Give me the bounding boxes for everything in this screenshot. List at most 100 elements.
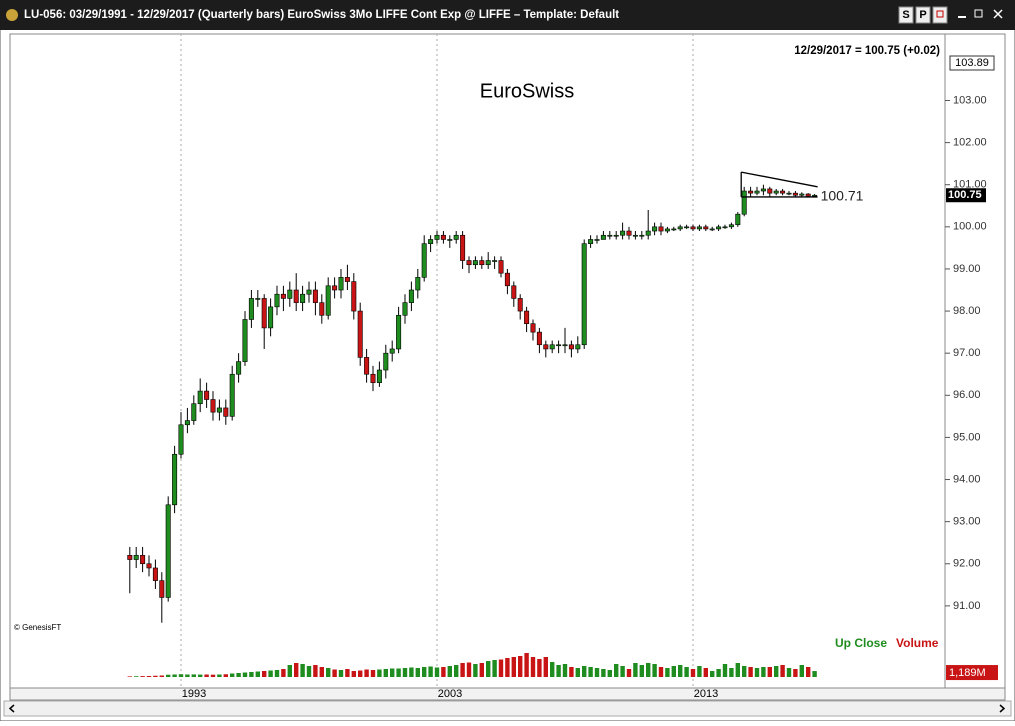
candle-body [658,226,664,232]
p-button-label[interactable]: P [919,9,926,21]
candle-body [664,228,670,232]
candle-body [504,272,510,287]
y-tick-label: 91.00 [953,600,981,612]
candle-body [773,190,779,194]
volume-bar [729,668,734,677]
candle-body [549,344,555,350]
volume-bar [146,676,152,677]
volume-bar [127,676,132,677]
candle-body [581,243,587,346]
candle-body [421,243,427,278]
volume-bar [274,670,280,677]
candle-body [428,239,434,244]
volume-bar [422,667,427,677]
volume-bar [486,661,491,677]
volume-bar [454,665,459,677]
last-volume-label: 1,189M [949,667,986,679]
y-tick-label: 103.00 [953,94,987,106]
volume-bar [697,666,702,677]
candle-body [204,390,210,400]
s-button[interactable] [898,6,914,24]
candle-body [748,190,754,194]
volume-bar [409,667,414,677]
restore-button[interactable] [974,9,983,18]
candle-body [306,289,312,295]
candle-body [344,277,350,282]
volume-bar [178,674,184,677]
candle-body [626,230,632,236]
x-axis-strip [9,687,1006,701]
scroll-right[interactable] [999,704,1006,713]
candle-body [703,226,709,230]
candle-body [127,555,133,560]
candle-body [178,424,184,455]
legend-down: Volume [896,636,939,650]
volume-bar [754,668,760,677]
p-button[interactable] [915,6,931,24]
candle-body [722,226,728,229]
candle-body [191,403,197,421]
candle-body [696,226,702,230]
candle-body [172,453,178,506]
y-tick-label: 102.00 [953,137,987,149]
volume-bar [774,666,779,677]
candle-body [440,234,446,240]
candle-body [447,239,453,241]
volume-bar [639,665,644,677]
y-tick-label: 95.00 [953,431,981,443]
x-tick-label: 2013 [694,688,718,700]
pattern-label: 100.71 [821,188,864,204]
candle-body [588,239,594,244]
last-price-box [946,188,986,203]
candle-body [498,260,504,274]
s-button-label[interactable]: S [902,9,909,21]
candle-body [780,190,786,194]
candle-body [728,224,734,228]
candle-body [389,348,395,354]
y-tick-label: 92.00 [953,558,981,570]
candle-body [594,239,600,241]
volume-bar [511,657,516,677]
candle-body [741,190,747,215]
scroll-left[interactable] [8,704,15,713]
candle-body [408,289,414,303]
volume-bar [646,663,651,677]
candle-body [236,361,242,375]
last-price-label: 100.75 [948,189,982,201]
candle-body [338,277,344,291]
volume-bar [652,664,657,677]
volume-bar [735,663,740,677]
volume-bar [159,675,164,677]
volume-bar [594,668,600,677]
candle-body [396,314,402,350]
volume-bar [294,663,299,677]
volume-bar [262,671,267,677]
candle-body [242,319,248,362]
candle-body [248,298,254,320]
volume-bar [319,667,324,677]
candle-body [530,323,536,333]
candle-body [332,285,338,291]
candle-body [485,260,491,266]
volume-bar [473,664,478,677]
candle-body [293,289,299,303]
volume-bar [134,676,139,677]
volume-bar [492,660,497,677]
y-tick-label: 97.00 [953,347,981,359]
volume-bar [332,669,337,677]
volume-bar [434,667,440,677]
candle-body [146,563,152,569]
candle-body [415,277,421,291]
detach-button[interactable] [932,6,948,24]
candle-body [690,226,696,230]
scrollbar[interactable] [3,700,1012,717]
volume-bar [479,663,484,677]
volume-bar [172,674,177,677]
volume-bar [543,657,548,677]
y-tick-label: 100.00 [953,221,987,233]
range-top-label: 103.89 [955,57,989,69]
volume-bar [466,662,472,677]
close-button[interactable] [993,9,1003,19]
candle-body [562,344,568,347]
